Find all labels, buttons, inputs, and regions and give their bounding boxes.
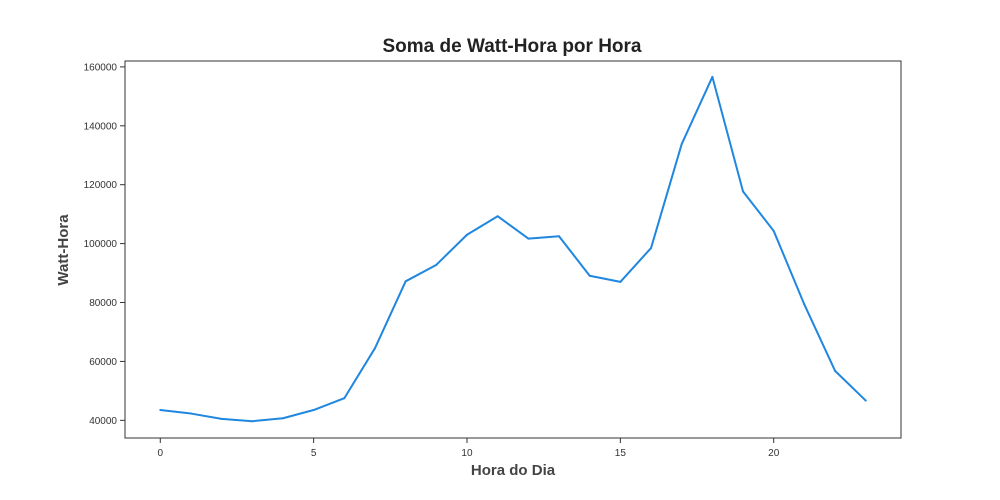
- data-point: [496, 215, 499, 218]
- data-point: [650, 247, 653, 250]
- chart-title: Soma de Watt-Hora por Hora: [383, 36, 642, 57]
- y-tick-label: 100000: [84, 239, 118, 250]
- data-point: [373, 347, 376, 350]
- y-axis-title: Watt-Hora: [55, 214, 72, 286]
- data-point: [558, 235, 561, 238]
- data-point: [864, 399, 867, 402]
- data-point: [404, 280, 407, 283]
- y-tick-label: 140000: [84, 121, 118, 132]
- series-line: [160, 75, 867, 423]
- x-axis-title: Hora do Dia: [471, 462, 556, 479]
- x-tick-label: 10: [461, 448, 473, 459]
- data-point: [742, 190, 745, 193]
- data-point: [312, 409, 315, 412]
- series-group: [159, 75, 867, 423]
- y-tick-label: 160000: [84, 62, 118, 73]
- data-point: [465, 233, 468, 236]
- data-point: [189, 412, 192, 415]
- data-point: [772, 229, 775, 232]
- x-tick-label: 5: [311, 448, 317, 459]
- data-point: [435, 263, 438, 266]
- y-tick-label: 60000: [89, 357, 117, 368]
- plot-area-frame: [124, 60, 902, 439]
- y-axis-ticks: 40000 60000 80000 100000 120000 140000 160000: [84, 62, 125, 427]
- x-tick-label: 15: [615, 448, 627, 459]
- data-point: [834, 369, 837, 372]
- data-point: [680, 143, 683, 146]
- data-point: [251, 420, 254, 423]
- y-tick-label: 80000: [89, 298, 117, 309]
- y-tick-label: 120000: [84, 180, 118, 191]
- data-point: [343, 397, 346, 400]
- x-tick-label: 20: [768, 448, 780, 459]
- data-point: [619, 280, 622, 283]
- y-tick-label: 40000: [89, 416, 117, 427]
- data-point: [588, 274, 591, 277]
- data-point: [281, 417, 284, 420]
- data-point: [220, 417, 223, 420]
- x-tick-label: 0: [157, 448, 163, 459]
- x-axis-ticks: 0 5 10 15 20: [157, 438, 780, 459]
- data-point: [527, 237, 530, 240]
- data-point: [711, 75, 714, 78]
- data-point: [803, 303, 806, 306]
- data-point: [159, 409, 162, 412]
